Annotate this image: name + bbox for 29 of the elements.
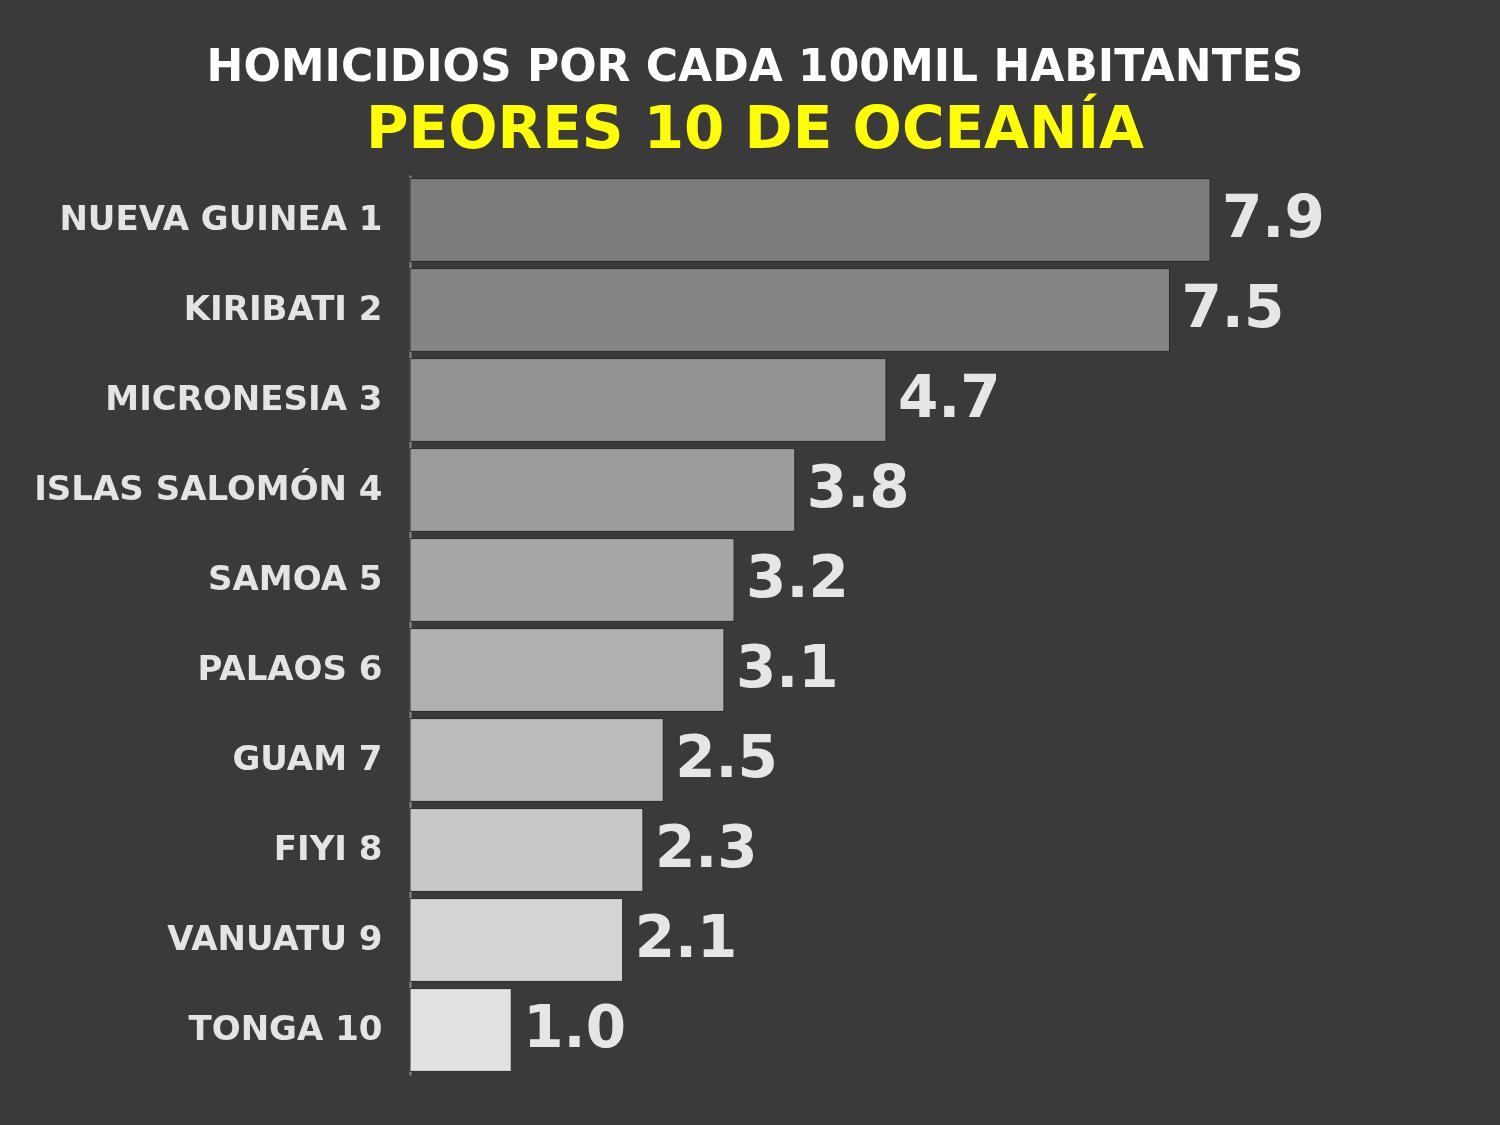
y-tick-label: ISLAS SALOMÓN 4: [34, 468, 383, 508]
data-label: 7.5: [1181, 273, 1285, 341]
bar: [409, 988, 512, 1072]
chart-subtitle: PEORES 10 DE OCEANÍA: [366, 93, 1145, 162]
data-label: 2.5: [675, 723, 778, 791]
bar: [409, 448, 796, 532]
data-label: 2.1: [634, 903, 738, 971]
y-tick-label: MICRONESIA 3: [105, 378, 383, 418]
data-label: 3.8: [806, 453, 910, 521]
bar: [409, 898, 624, 982]
bar: [409, 718, 664, 802]
chart-title: HOMICIDIOS POR CADA 100MIL HABITANTES: [206, 40, 1304, 91]
y-tick-label: FIYI 8: [273, 828, 383, 868]
y-tick-label: NUEVA GUINEA 1: [59, 198, 383, 238]
y-tick-label: GUAM 7: [232, 738, 383, 778]
data-label: 1.0: [523, 993, 627, 1061]
data-label: 3.1: [735, 633, 839, 701]
bar: [409, 808, 644, 892]
y-tick-label: PALAOS 6: [197, 648, 383, 688]
bar: [409, 538, 735, 622]
data-label: 3.2: [746, 543, 849, 611]
y-tick-label: VANUATU 9: [167, 918, 383, 958]
data-label: 7.9: [1222, 183, 1325, 251]
data-label: 4.7: [897, 363, 1001, 431]
y-tick-label: KIRIBATI 2: [183, 288, 383, 328]
y-tick-label: TONGA 10: [188, 1008, 383, 1048]
bar: [409, 628, 725, 712]
y-tick-label: SAMOA 5: [208, 558, 383, 598]
data-label: 2.3: [654, 813, 758, 881]
